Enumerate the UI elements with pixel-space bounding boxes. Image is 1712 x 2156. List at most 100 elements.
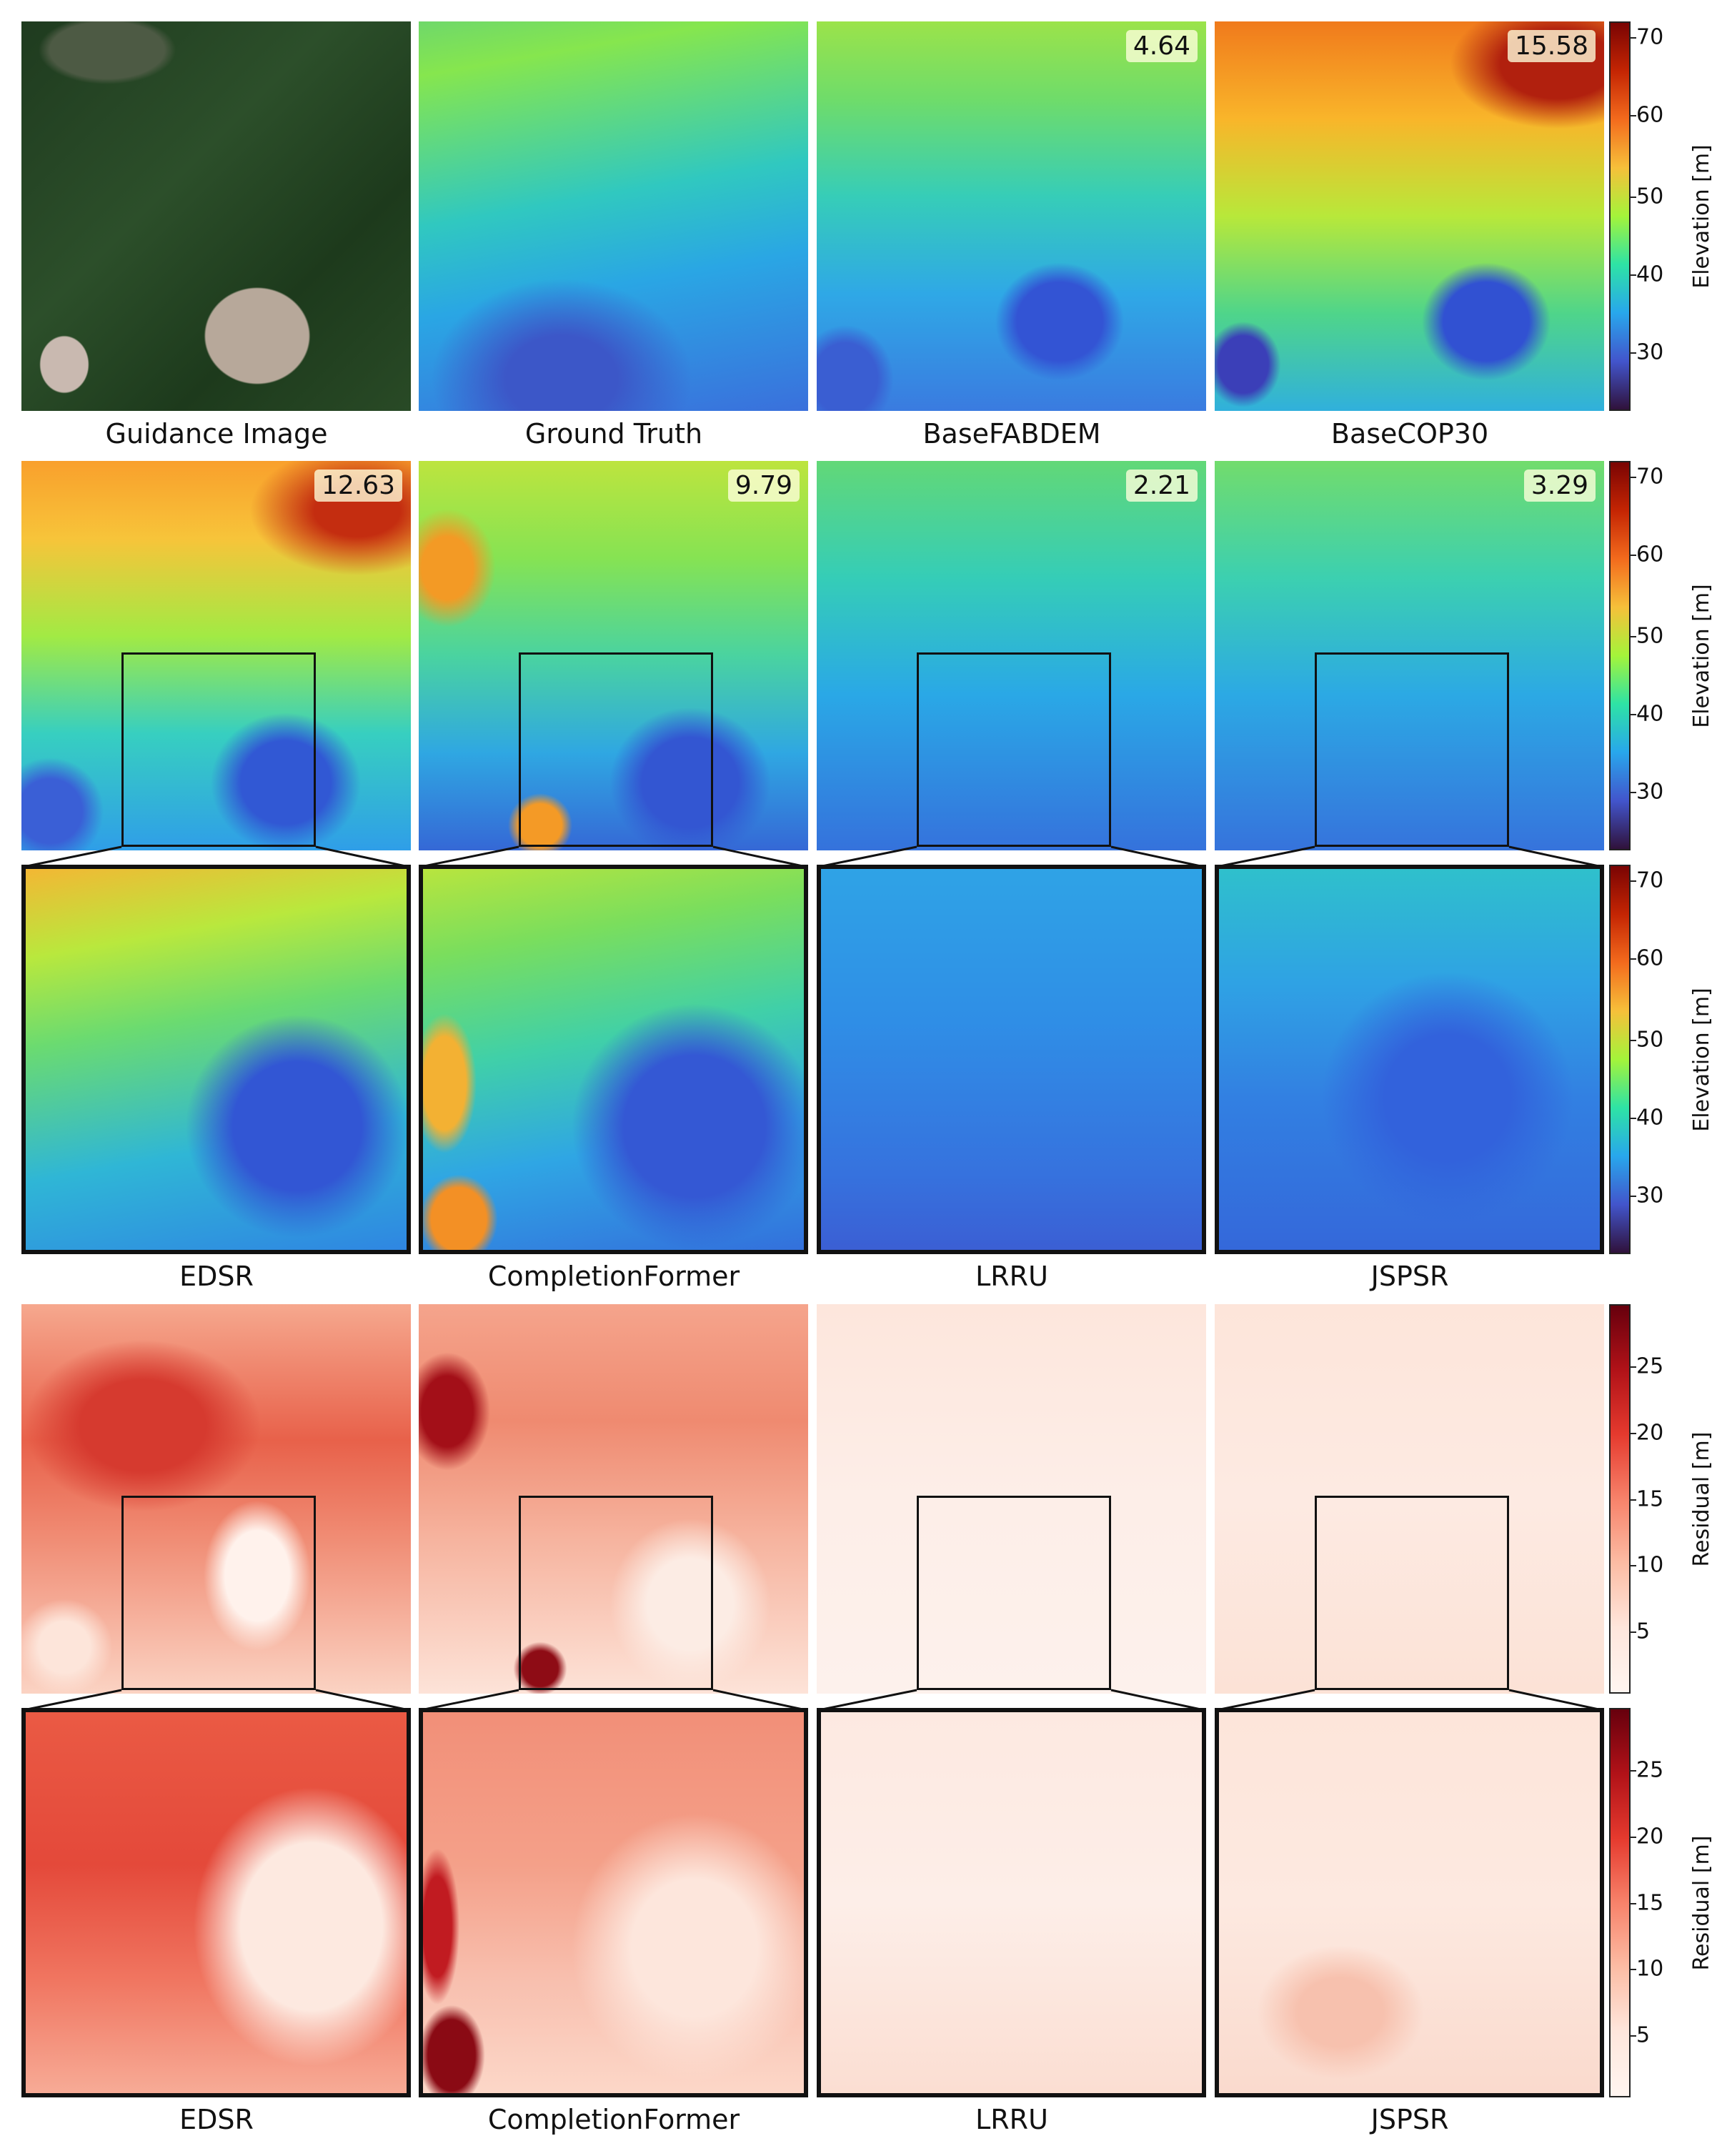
res1-tick-label: 5	[1636, 1619, 1651, 1644]
elev3-tick-mark	[1629, 1040, 1636, 1042]
elev2-tick-mark	[1629, 636, 1636, 638]
basecop30-map: 15.58	[1215, 21, 1604, 411]
caption-completionformer-res: CompletionFormer	[487, 2104, 740, 2135]
res1-tick-label: 25	[1636, 1353, 1664, 1379]
elev2-tick-label: 70	[1636, 464, 1664, 490]
completionformer-map: 9.79	[419, 461, 808, 850]
elev3-tick-mark	[1629, 1196, 1636, 1198]
lrru-residual-zoom-box	[917, 1496, 1111, 1690]
elev2-tick-label: 30	[1636, 779, 1664, 805]
caption-jspsr-elev: JSPSR	[1370, 1261, 1449, 1292]
elev1-tick-mark	[1629, 36, 1636, 39]
caption-jspsr-res: JSPSR	[1370, 2104, 1449, 2135]
ground-truth-map	[419, 21, 808, 411]
completionformer-residual-zoom-box	[519, 1496, 713, 1690]
res2-tick-label: 10	[1636, 1956, 1664, 1982]
completionformer-residual-zoom-map	[419, 1708, 808, 2097]
elev1-tick-mark	[1629, 352, 1636, 354]
res2-tick-label: 15	[1636, 1890, 1664, 1915]
edsr-rmse-badge: 12.63	[314, 470, 402, 502]
elev3-axis-label: Elevation [m]	[1689, 987, 1712, 1132]
caption-lrru-elev: LRRU	[975, 1261, 1048, 1292]
lrru-zoom-box	[917, 652, 1111, 847]
jspsr-residual-zoom-box	[1315, 1496, 1509, 1690]
elev3-tick-mark	[1629, 1118, 1636, 1120]
res2-tick-label: 20	[1636, 1824, 1664, 1849]
completionformer-rmse-badge: 9.79	[727, 470, 800, 502]
elev2-tick-label: 40	[1636, 701, 1664, 727]
elev1-tick-mark	[1629, 197, 1636, 199]
elev2-tick-mark	[1629, 476, 1636, 478]
basefabdem-map: 4.64	[817, 21, 1206, 411]
basefabdem-rmse-badge: 4.64	[1125, 30, 1198, 62]
res1-tick-mark	[1629, 1499, 1636, 1501]
lrru-residual-map	[817, 1304, 1206, 1694]
elevation-colorbar-2	[1609, 461, 1631, 850]
res2-tick-mark	[1629, 1836, 1636, 1838]
elev3-tick-label: 60	[1636, 945, 1664, 971]
res1-tick-mark	[1629, 1565, 1636, 1567]
elev2-tick-label: 60	[1636, 542, 1664, 567]
elev2-tick-label: 50	[1636, 623, 1664, 649]
res1-tick-mark	[1629, 1366, 1636, 1368]
caption-basefabdem: BaseFABDEM	[922, 418, 1101, 449]
guidance-image	[21, 21, 411, 411]
elev3-tick-label: 50	[1636, 1027, 1664, 1053]
edsr-residual-map	[21, 1304, 411, 1694]
lrru-residual-zoom-map	[817, 1708, 1206, 2097]
completionformer-residual-map	[419, 1304, 808, 1694]
jspsr-rmse-badge: 3.29	[1523, 470, 1596, 502]
completionformer-zoom-box	[519, 652, 713, 847]
elev1-tick-mark	[1629, 274, 1636, 277]
elev2-tick-mark	[1629, 714, 1636, 716]
caption-basecop30: BaseCOP30	[1330, 418, 1489, 449]
res2-tick-mark	[1629, 1770, 1636, 1772]
res2-tick-mark	[1629, 1902, 1636, 1904]
elev3-tick-label: 30	[1636, 1183, 1664, 1208]
elev1-tick-label: 60	[1636, 102, 1664, 128]
res2-tick-mark	[1629, 1969, 1636, 1971]
elev2-tick-mark	[1629, 792, 1636, 794]
edsr-zoom-box	[121, 652, 316, 847]
res1-axis-label: Residual [m]	[1689, 1431, 1712, 1566]
res1-tick-label: 15	[1636, 1486, 1664, 1511]
lrru-zoom-map	[817, 865, 1206, 1254]
caption-ground-truth: Ground Truth	[524, 418, 703, 449]
elev1-tick-label: 70	[1636, 24, 1664, 50]
completionformer-zoom-map	[419, 865, 808, 1254]
res2-tick-label: 25	[1636, 1757, 1664, 1783]
jspsr-zoom-map	[1215, 865, 1604, 1254]
elev3-tick-mark	[1629, 880, 1636, 882]
elev3-tick-mark	[1629, 958, 1636, 960]
lrru-map: 2.21	[817, 461, 1206, 850]
res1-tick-mark	[1629, 1432, 1636, 1434]
res1-tick-mark	[1629, 1631, 1636, 1633]
edsr-map: 12.63	[21, 461, 411, 850]
elev2-axis-label: Elevation [m]	[1689, 583, 1712, 728]
caption-edsr-elev: EDSR	[179, 1261, 254, 1292]
caption-guidance-image: Guidance Image	[105, 418, 328, 449]
res1-tick-label: 10	[1636, 1552, 1664, 1578]
res1-tick-label: 20	[1636, 1420, 1664, 1446]
edsr-residual-zoom-box	[121, 1496, 316, 1690]
elevation-colorbar-3	[1609, 865, 1631, 1254]
elev1-axis-label: Elevation [m]	[1689, 144, 1712, 289]
elev3-tick-label: 40	[1636, 1105, 1664, 1131]
jspsr-residual-zoom-map	[1215, 1708, 1604, 2097]
edsr-zoom-map	[21, 865, 411, 1254]
jspsr-residual-map	[1215, 1304, 1604, 1694]
res2-tick-label: 5	[1636, 2022, 1651, 2048]
res2-axis-label: Residual [m]	[1689, 1835, 1712, 1970]
caption-lrru-res: LRRU	[975, 2104, 1048, 2135]
jspsr-zoom-box	[1315, 652, 1509, 847]
elev1-tick-label: 40	[1636, 262, 1664, 287]
elev2-tick-mark	[1629, 554, 1636, 556]
res2-tick-mark	[1629, 2035, 1636, 2037]
basecop30-rmse-badge: 15.58	[1507, 30, 1596, 62]
caption-edsr-res: EDSR	[179, 2104, 254, 2135]
elev3-tick-label: 70	[1636, 868, 1664, 893]
caption-completionformer-elev: CompletionFormer	[487, 1261, 740, 1292]
elevation-colorbar-1	[1609, 21, 1631, 411]
jspsr-map: 3.29	[1215, 461, 1604, 850]
